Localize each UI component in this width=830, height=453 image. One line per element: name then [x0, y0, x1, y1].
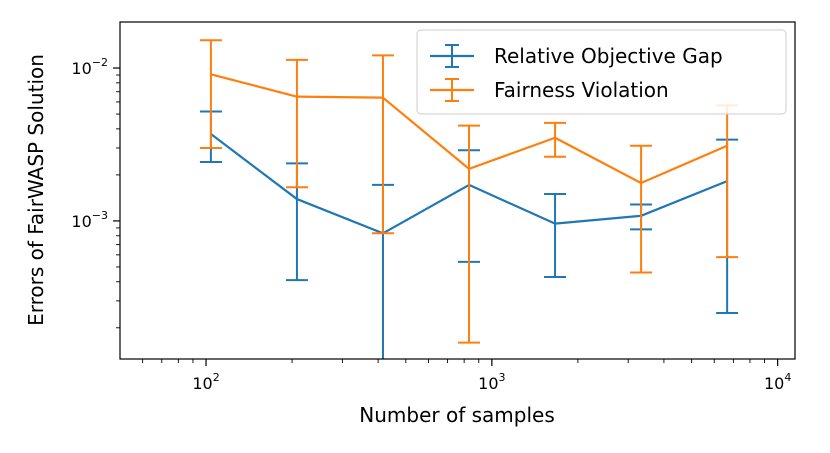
legend-item-objective-gap: Relative Objective Gap [430, 44, 723, 68]
x-tick-exponent: 4 [784, 371, 791, 384]
ticks-layer [113, 67, 779, 366]
x-tick-exponent: 3 [499, 371, 506, 384]
y-tick-base: 10 [71, 212, 91, 231]
legend: Relative Objective Gap Fairness Violation [416, 29, 787, 115]
x-tick-exponent: 2 [213, 371, 220, 384]
legend-item-fairness-violation: Fairness Violation [430, 78, 669, 102]
x-tick-label: 104 [764, 371, 791, 393]
series-fairness-violation [199, 39, 739, 344]
y-tick-exponent: −2 [92, 56, 108, 69]
x-tick-base: 10 [478, 374, 498, 393]
x-tick-label: 103 [478, 371, 505, 393]
legend-label-fairness-violation: Fairness Violation [494, 78, 669, 102]
legend-label-objective-gap: Relative Objective Gap [494, 44, 723, 68]
x-tick-label: 102 [192, 371, 219, 393]
y-tick-exponent: −3 [92, 209, 108, 222]
y-tick-base: 10 [71, 59, 91, 78]
plot-frame [119, 21, 796, 360]
y-tick-label: 10−2 [71, 56, 108, 78]
y-axis-label: Errors of FairWASP Solution [24, 54, 48, 326]
series-layer [199, 39, 739, 359]
legend-box [416, 29, 787, 115]
x-axis-label: Number of samples [359, 403, 554, 427]
x-tick-base: 10 [192, 374, 212, 393]
y-tick-label: 10−3 [71, 209, 108, 231]
x-tick-base: 10 [764, 374, 784, 393]
